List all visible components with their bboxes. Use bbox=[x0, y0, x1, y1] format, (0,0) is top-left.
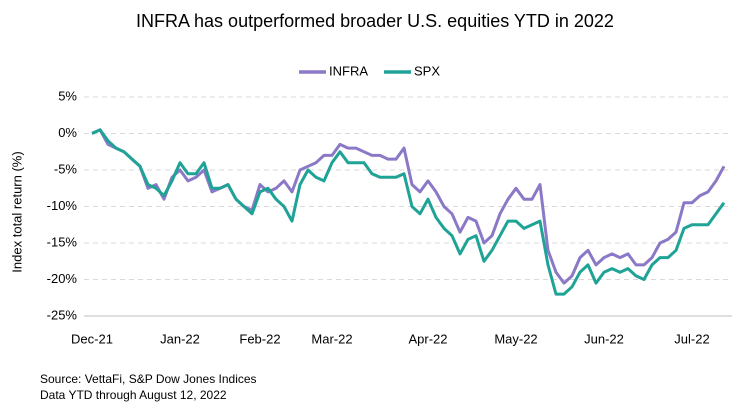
y-tick-label: -15% bbox=[47, 234, 78, 249]
legend-label: SPX bbox=[414, 63, 440, 78]
x-tick-label: Apr-22 bbox=[408, 331, 447, 346]
x-tick-label: Feb-22 bbox=[239, 331, 280, 346]
x-tick-label: May-22 bbox=[494, 331, 537, 346]
series-line bbox=[91, 128, 726, 296]
source-note: Data YTD through August 12, 2022 bbox=[40, 388, 227, 402]
legend-label: INFRA bbox=[329, 63, 368, 78]
x-tick-label: Jul-22 bbox=[674, 331, 709, 346]
y-tick-label: -25% bbox=[47, 307, 78, 322]
y-tick-label: -20% bbox=[47, 271, 78, 286]
y-axis-label: Index total return (%) bbox=[9, 151, 24, 272]
y-tick-label: 5% bbox=[58, 88, 77, 103]
source-note: Source: VettaFi, S&P Dow Jones Indices bbox=[40, 372, 257, 386]
y-tick-label: 0% bbox=[58, 125, 77, 140]
x-tick-label: Jan-22 bbox=[160, 331, 200, 346]
y-tick-label: -10% bbox=[47, 198, 78, 213]
x-tick-label: Mar-22 bbox=[311, 331, 352, 346]
x-tick-label: Dec-21 bbox=[71, 331, 113, 346]
y-tick-label: -5% bbox=[54, 161, 78, 176]
x-tick-label: Jun-22 bbox=[584, 331, 624, 346]
series-line bbox=[91, 128, 726, 285]
chart-title: INFRA has outperformed broader U.S. equi… bbox=[136, 11, 614, 31]
